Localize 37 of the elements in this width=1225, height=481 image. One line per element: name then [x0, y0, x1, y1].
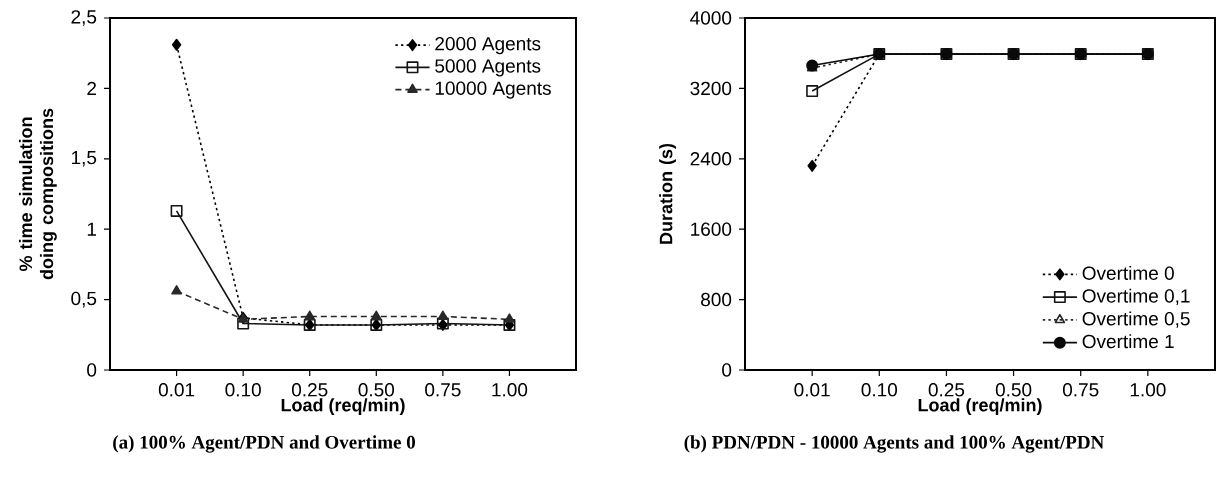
x-tick-label: 0.01 [794, 383, 830, 397]
y-tick-label: 0 [722, 363, 732, 377]
x-tick-label: 0.01 [158, 383, 195, 397]
y-axis-title: Duration (s) [659, 143, 676, 244]
y-tick-label: 800 [701, 292, 732, 307]
y-tick-label: 2,5 [71, 10, 97, 26]
y-tick-label: 1 [87, 222, 97, 236]
y-tick-label: 4000 [690, 11, 732, 25]
x-tick-label: 0.10 [861, 383, 898, 397]
x-tick-label: 1.00 [1130, 383, 1166, 397]
legend-label: Overtime 1 [1082, 334, 1174, 349]
x-tick-label: 0.75 [1062, 383, 1099, 397]
x-tick-label: 1.00 [492, 383, 528, 397]
x-axis-title: Load (req/min) [918, 398, 1042, 416]
x-tick-label: 0.50 [995, 383, 1032, 397]
y-tick-label: 0,5 [71, 291, 97, 308]
x-tick-label: 0.10 [225, 383, 261, 397]
x-tick-label: 0.75 [425, 383, 461, 397]
y-tick-label: 2400 [690, 152, 732, 166]
legend-label: Overtime 0,5 [1082, 311, 1190, 328]
legend-label: Overtime 0,1 [1082, 288, 1190, 305]
y-axis-title: % time simulation doing compositions [18, 108, 57, 280]
legend-label: 5000 Agents [435, 59, 541, 77]
x-tick-label: 0.50 [358, 383, 395, 397]
text: (a) 100% Agent/PDN and Overtime 0 [113, 435, 416, 453]
y-tick-label: 1,5 [71, 151, 97, 167]
text: (b) PDN/PDN - 10000 Agents and 100% Agent/PDN [684, 435, 1105, 453]
y-tick-label: 0 [87, 363, 97, 377]
x-tick-label: 0.25 [291, 383, 328, 397]
legend-label: Overtime 0 [1082, 265, 1174, 280]
y-tick-label: 3200 [690, 81, 732, 96]
x-axis-title: Load (req/min) [281, 398, 405, 416]
x-tick-label: 0.25 [928, 383, 965, 397]
y-tick-label: 2 [87, 81, 97, 96]
y-tick-label: 1600 [691, 222, 732, 236]
legend-label: 10000 Agents [435, 81, 551, 99]
legend-label: 2000 Agents [435, 36, 541, 55]
